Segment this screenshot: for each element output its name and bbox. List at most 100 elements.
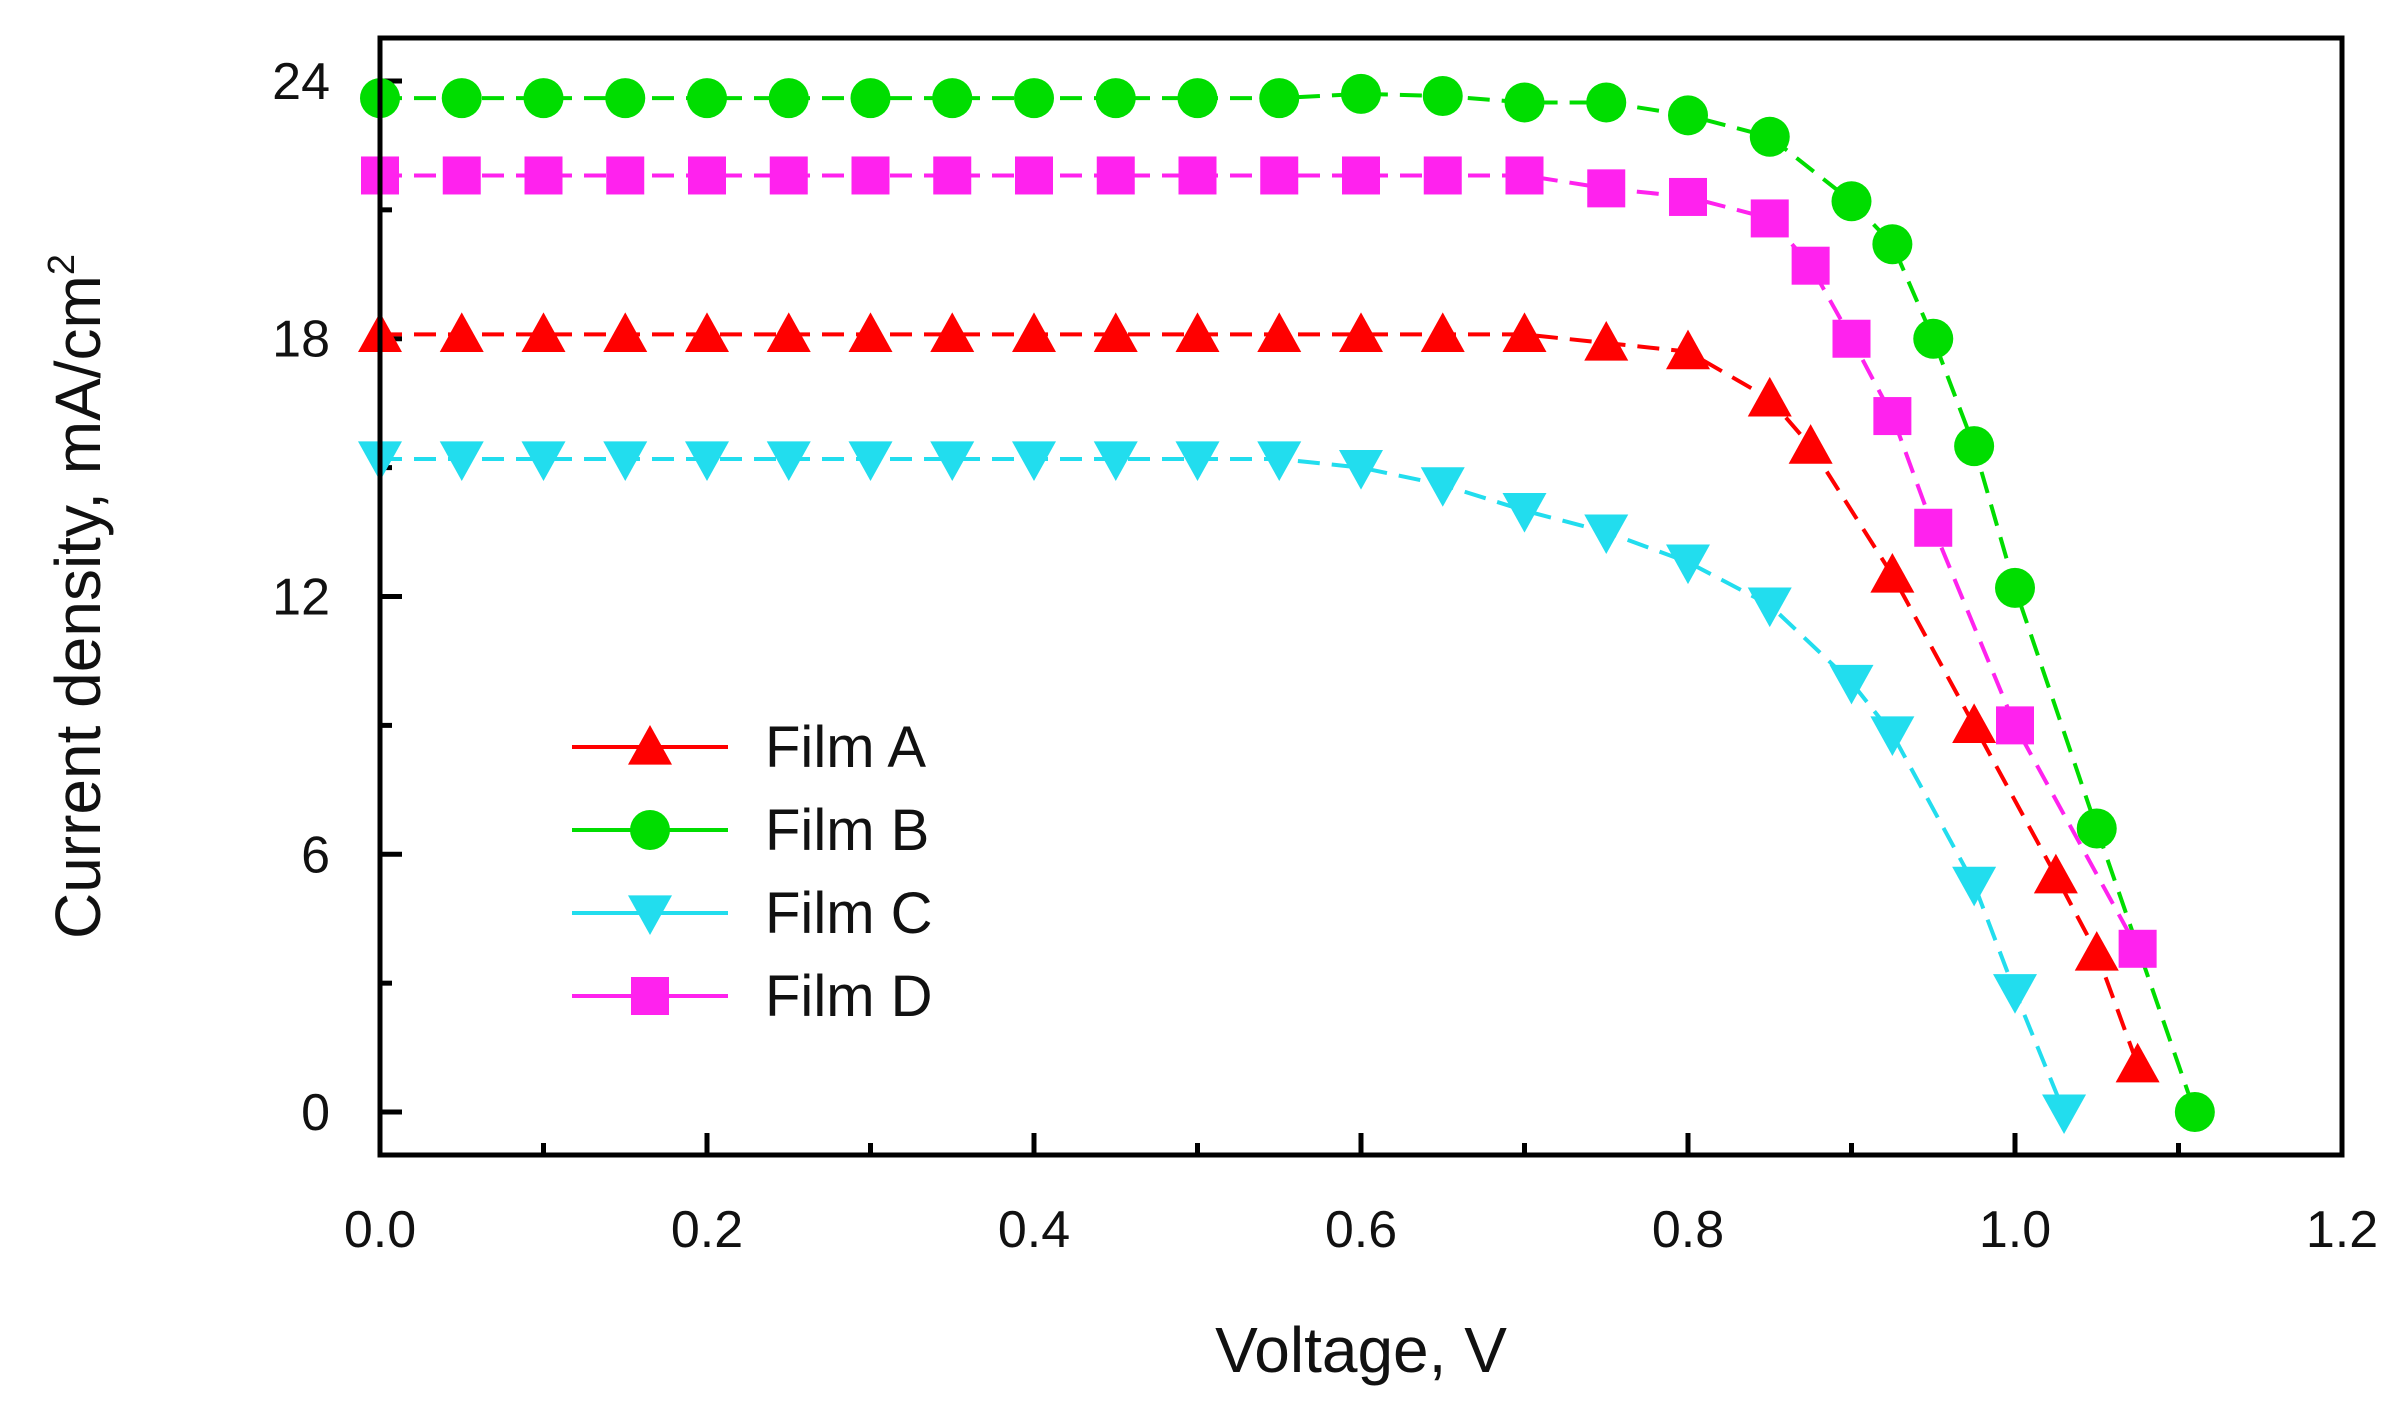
legend-marker (628, 895, 672, 935)
series-line-film-a (380, 332, 2140, 1066)
data-point-film-a (1584, 321, 1629, 361)
y-axis-title-superscript: 2 (41, 254, 83, 275)
data-point-film-d (1750, 199, 1789, 238)
data-point-film-b (2174, 1092, 2215, 1133)
series-film-c (358, 441, 2087, 1135)
data-point-film-b (1831, 181, 1872, 222)
data-point-film-a (2074, 931, 2119, 971)
data-point-film-b (1749, 116, 1790, 157)
data-point-film-d (769, 156, 808, 195)
y-tick-label: 24 (272, 53, 330, 111)
ticks-layer (377, 78, 2345, 1155)
x-tick-label: 0.0 (344, 1201, 416, 1259)
data-point-film-c (1175, 441, 1220, 482)
data-point-film-b (1954, 426, 1995, 467)
data-point-film-a (439, 312, 484, 353)
data-point-film-c (2042, 1094, 2087, 1135)
data-point-film-c (603, 441, 648, 482)
data-point-film-c (930, 441, 975, 482)
legend-item-film-a: Film A (572, 715, 926, 780)
data-point-film-a (1666, 329, 1710, 370)
data-point-film-b (687, 78, 727, 119)
legend-item-film-c: Film C (572, 881, 933, 946)
data-point-film-c (766, 441, 811, 482)
data-point-film-d (1178, 156, 1217, 195)
data-point-film-a (685, 312, 729, 353)
data-point-film-a (1747, 376, 1792, 417)
x-tick-label: 0.2 (671, 1201, 743, 1259)
data-point-film-c (439, 441, 484, 482)
legend-label: Film D (765, 964, 933, 1029)
data-point-film-b (1668, 95, 1708, 136)
y-tick-label: 6 (301, 826, 330, 884)
data-point-film-a (1502, 312, 1547, 353)
y-tick-label: 18 (272, 311, 330, 369)
x-tick-label: 0.4 (998, 1201, 1070, 1259)
data-point-film-d (1342, 156, 1380, 195)
data-point-film-d (1832, 319, 1871, 358)
legend-marker (628, 725, 672, 765)
data-point-film-c (1420, 467, 1465, 507)
data-point-film-b (1422, 75, 1463, 116)
data-point-film-b (1913, 318, 1954, 359)
data-point-film-b (1872, 224, 1913, 265)
series-film-b (360, 73, 2215, 1133)
data-point-film-b (605, 78, 646, 119)
data-point-film-d (1914, 508, 1953, 547)
data-point-film-c (1502, 492, 1547, 533)
data-point-film-c (1829, 664, 1874, 705)
data-point-film-d (606, 156, 645, 195)
data-point-film-c (1584, 514, 1629, 555)
data-point-film-d (1423, 156, 1462, 195)
data-point-film-d (1996, 706, 2034, 745)
data-point-film-a (1093, 312, 1138, 353)
x-tick-label: 1.0 (1979, 1201, 2051, 1259)
data-point-film-b (1095, 78, 1136, 119)
data-point-film-b (1341, 73, 1381, 114)
data-point-film-a (930, 312, 975, 353)
legend-marker (630, 810, 670, 850)
data-point-film-d (2118, 929, 2157, 968)
data-point-film-d (1587, 169, 1626, 208)
data-point-film-b (932, 78, 973, 119)
data-point-film-d (442, 156, 481, 195)
legend-item-film-b: Film B (572, 798, 929, 863)
data-point-film-d (1791, 246, 1830, 285)
x-tick-labels: 0.0 0.2 0.4 0.6 0.8 1.0 1.2 (344, 1201, 2378, 1259)
data-point-film-c (1993, 974, 2037, 1014)
data-point-film-b (1014, 78, 1054, 119)
data-point-film-a (1420, 312, 1465, 353)
data-point-film-c (1747, 587, 1792, 628)
data-point-film-a (2033, 853, 2078, 894)
data-point-film-b (1259, 78, 1300, 119)
x-tick-label: 0.8 (1652, 1201, 1724, 1259)
data-point-film-c (685, 441, 729, 482)
data-point-film-a (521, 312, 566, 353)
legend-item-film-d: Film D (572, 964, 933, 1029)
data-point-film-b (2076, 808, 2117, 849)
data-point-film-d (851, 156, 890, 195)
data-point-film-a (1952, 703, 1997, 743)
series-layer (358, 73, 2215, 1135)
data-point-film-a (1175, 312, 1220, 353)
data-point-film-d (1096, 156, 1135, 195)
legend-label: Film C (765, 881, 933, 946)
data-point-film-b (1995, 567, 2035, 608)
data-point-film-c (1093, 441, 1138, 482)
x-tick-label: 0.6 (1325, 1201, 1397, 1259)
legend: Film A Film B Film C Film D (572, 715, 933, 1029)
data-point-film-c (1339, 450, 1383, 490)
data-point-film-b (523, 78, 564, 119)
data-point-film-a (766, 312, 811, 353)
data-point-film-d (1669, 177, 1707, 216)
data-point-film-a (1870, 553, 1915, 593)
plot-frame (377, 35, 2345, 1158)
data-point-film-d (524, 156, 563, 195)
data-point-film-d (1260, 156, 1299, 195)
y-tick-label: 0 (301, 1084, 330, 1142)
data-point-film-d (933, 156, 972, 195)
data-point-film-a (1257, 312, 1302, 353)
data-point-film-a (2115, 1042, 2160, 1083)
data-point-film-d (1505, 156, 1544, 195)
